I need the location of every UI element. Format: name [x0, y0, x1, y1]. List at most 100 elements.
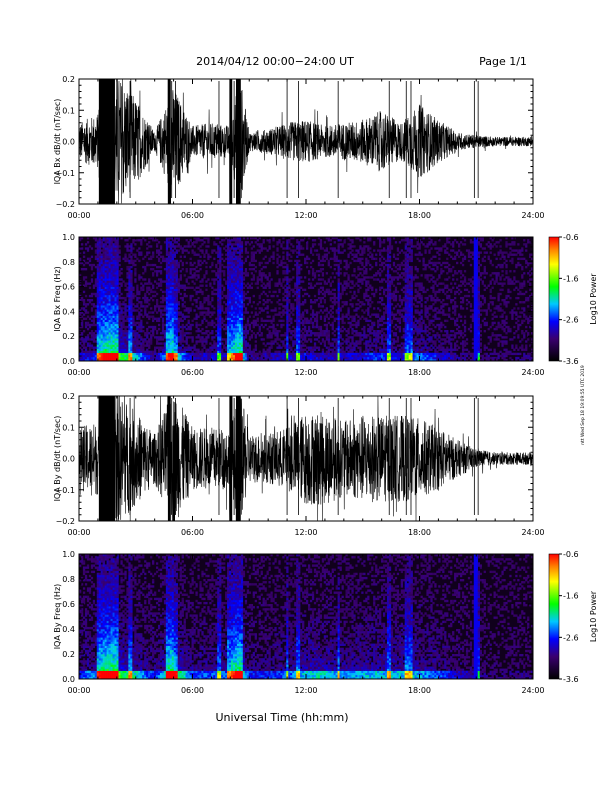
heatmap-cell [272, 294, 275, 298]
heatmap-cell [118, 356, 121, 360]
heatmap-cell [232, 358, 236, 362]
heatmap-cell [197, 348, 200, 351]
heatmap-cell [181, 340, 184, 343]
heatmap-cell [163, 323, 167, 327]
heatmap-cell [146, 282, 149, 285]
heatmap-cell [236, 350, 240, 354]
heatmap-cell [225, 294, 228, 298]
heatmap-cell [343, 315, 346, 318]
heatmap-cell [236, 282, 240, 285]
heatmap-cell [306, 358, 309, 362]
heatmap-cell [238, 282, 242, 285]
heatmap-cell [124, 327, 127, 331]
heatmap-cell [165, 245, 169, 248]
heatmap-cell [254, 323, 257, 327]
heatmap-cell [167, 334, 171, 337]
heatmap-cell [179, 346, 182, 349]
heatmap-cell [219, 247, 222, 250]
heatmap-cell [150, 307, 153, 310]
heatmap-cell [211, 296, 214, 300]
heatmap-cell [266, 294, 269, 298]
heatmap-cell [250, 259, 253, 263]
heatmap-cell [110, 292, 113, 296]
heatmap-cell [319, 290, 323, 294]
heatmap-cell [173, 294, 177, 298]
heatmap-cell [286, 305, 289, 308]
heatmap-cell [230, 270, 234, 273]
heatmap-cell [201, 356, 204, 360]
heatmap-cell [225, 356, 228, 360]
heatmap-cell [296, 274, 299, 277]
heatmap-cell [236, 284, 240, 287]
heatmap-cell [304, 325, 307, 329]
heatmap-cell [351, 319, 354, 323]
heatmap-cell [161, 342, 165, 345]
heatmap-cell [96, 354, 100, 358]
heatmap-cell [274, 290, 277, 294]
heatmap-cell [146, 315, 149, 318]
heatmap-cell [349, 299, 352, 302]
heatmap-cell [276, 358, 279, 362]
heatmap-cell [327, 278, 330, 281]
heatmap-cell [120, 348, 123, 351]
heatmap-cell [84, 311, 88, 314]
heatmap-cell [201, 313, 204, 316]
heatmap-cell [108, 261, 111, 265]
heatmap-cell [264, 344, 267, 347]
heatmap-cell [223, 356, 226, 360]
heatmap-cell [329, 352, 332, 356]
heatmap-cell [159, 358, 163, 362]
heatmap-cell [165, 313, 169, 316]
heatmap-cell [240, 330, 244, 333]
heatmap-cell [211, 346, 214, 349]
heatmap-cell [284, 272, 287, 275]
heatmap-cell [201, 358, 204, 362]
heatmap-cell [197, 340, 200, 343]
heatmap-cell [80, 243, 84, 246]
heatmap-cell [159, 346, 163, 349]
heatmap-cell [175, 358, 178, 362]
heatmap-cell [345, 354, 348, 358]
heatmap-cell [248, 301, 252, 304]
heatmap-cell [177, 278, 180, 281]
heatmap-cell [272, 290, 275, 294]
heatmap-cell [116, 296, 119, 300]
heatmap-cell [215, 274, 218, 277]
heatmap-cell [92, 284, 96, 287]
heatmap-cell [227, 323, 230, 327]
heatmap-cell [260, 352, 263, 356]
heatmap-cell [337, 336, 340, 339]
heatmap-cell [294, 282, 297, 285]
heatmap-cell [345, 348, 348, 351]
heatmap-cell [94, 305, 98, 308]
heatmap-cell [112, 286, 115, 289]
heatmap-cell [351, 336, 354, 339]
heatmap-cell [296, 307, 299, 310]
heatmap-cell [173, 280, 177, 283]
heatmap-cell [146, 334, 149, 337]
heatmap-cell [167, 274, 171, 277]
heatmap-cell [333, 247, 336, 250]
heatmap-cell [345, 346, 348, 349]
heatmap-cell [108, 315, 111, 318]
heatmap-cell [167, 245, 171, 248]
heatmap-cell [266, 356, 269, 360]
heatmap-cell [169, 276, 173, 279]
heatmap-cell [238, 325, 242, 329]
heatmap-cell [104, 274, 107, 277]
heatmap-cell [244, 325, 248, 329]
heatmap-cell [266, 239, 269, 242]
heatmap-cell [238, 251, 242, 254]
heatmap-cell [236, 268, 240, 271]
heatmap-cell [219, 270, 222, 273]
heatmap-cell [116, 334, 119, 337]
heatmap-cell [181, 263, 184, 267]
heatmap-cell [201, 338, 204, 341]
heatmap-cell [302, 327, 305, 331]
heatmap-cell [171, 309, 175, 312]
heatmap-cell [335, 263, 338, 267]
heatmap-cell [357, 265, 360, 269]
heatmap-cell [173, 350, 177, 354]
heatmap-cell [98, 358, 102, 362]
heatmap-cell [154, 327, 157, 331]
